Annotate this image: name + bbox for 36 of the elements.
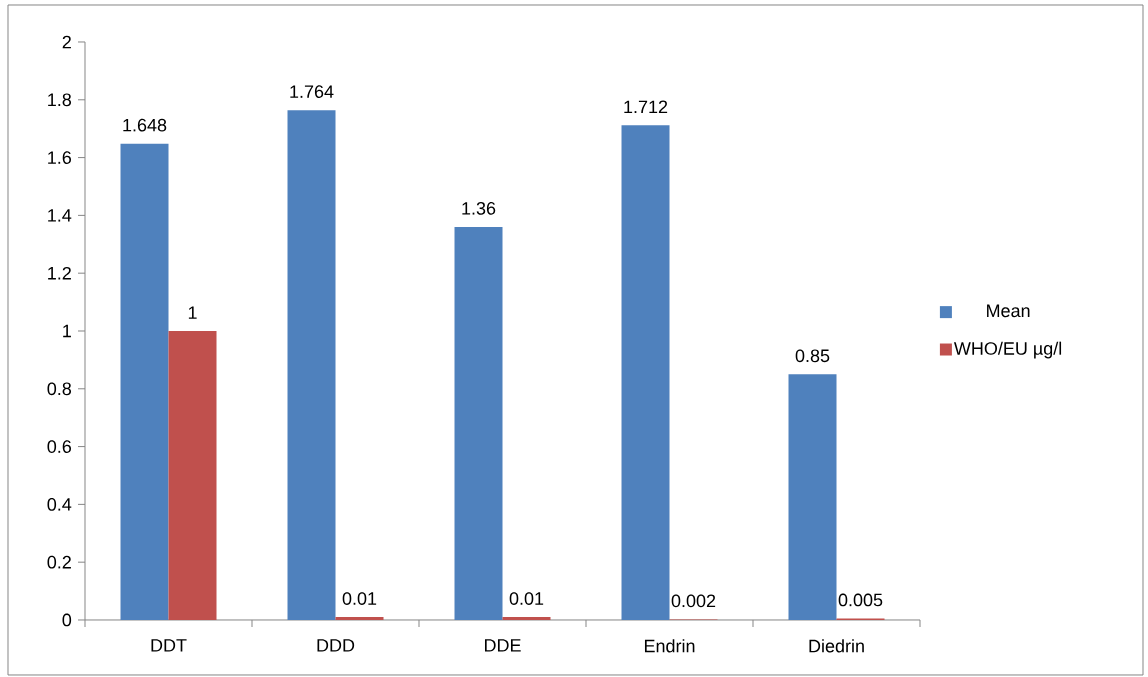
bar <box>287 110 336 620</box>
bar <box>621 125 670 620</box>
y-tick-label: 0.4 <box>47 498 72 511</box>
x-tick-label: DDT <box>151 639 187 652</box>
y-tick-label: 1.2 <box>48 266 71 280</box>
x-tick-label: DDD <box>317 639 355 652</box>
data-label: 0.01 <box>509 592 544 605</box>
data-label: 0.005 <box>838 593 883 607</box>
y-tick-label: 1 <box>63 324 71 338</box>
y-tick-label: 1.4 <box>48 209 72 222</box>
x-tick-label: DDE <box>484 639 521 652</box>
y-tick-label: 0.2 <box>47 555 71 569</box>
data-label: 1.764 <box>290 85 334 98</box>
bar <box>335 617 384 620</box>
bar <box>788 374 837 620</box>
data-label: 1 <box>188 306 197 319</box>
bar <box>502 617 551 620</box>
data-label: 1.712 <box>624 100 668 114</box>
y-tick-label: 0.8 <box>47 382 72 396</box>
x-tick-label: Endrin <box>644 639 695 653</box>
data-label: 0.01 <box>342 592 377 605</box>
y-tick-label: 2 <box>62 35 71 49</box>
bar <box>454 226 503 620</box>
bar <box>120 143 169 620</box>
y-tick-label: 1.8 <box>48 93 72 107</box>
data-label: 0.85 <box>795 349 830 363</box>
y-tick-label: 1.6 <box>48 151 72 164</box>
legend-label: Mean <box>987 304 1030 318</box>
data-label: 0.002 <box>671 594 716 608</box>
x-tick-label: Diedrin <box>809 639 864 653</box>
y-tick-label: 0 <box>62 613 72 627</box>
legend-label: WHO/EU µg/l <box>953 341 1062 359</box>
data-label: 1.648 <box>123 118 167 132</box>
data-label: 1.36 <box>462 202 496 215</box>
y-tick-label: 0.6 <box>47 440 72 453</box>
bar <box>168 330 217 620</box>
